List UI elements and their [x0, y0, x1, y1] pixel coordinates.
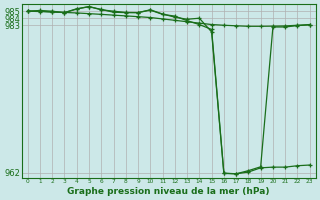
X-axis label: Graphe pression niveau de la mer (hPa): Graphe pression niveau de la mer (hPa) — [68, 187, 270, 196]
